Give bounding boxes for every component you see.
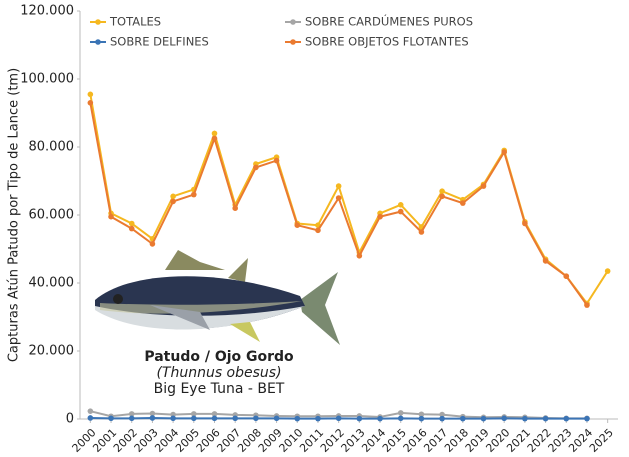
series bbox=[87, 415, 590, 422]
point bbox=[108, 213, 114, 220]
point bbox=[232, 415, 238, 422]
point bbox=[397, 415, 404, 422]
point bbox=[439, 193, 445, 200]
point bbox=[356, 253, 363, 259]
x-tick-label: 2025 bbox=[587, 426, 616, 455]
point bbox=[149, 241, 156, 247]
point bbox=[128, 411, 135, 417]
y-tick-label: 80.000 bbox=[29, 140, 75, 155]
point bbox=[335, 183, 342, 189]
point bbox=[315, 227, 321, 234]
point bbox=[253, 164, 259, 171]
point bbox=[211, 415, 218, 422]
point bbox=[501, 415, 507, 422]
point bbox=[480, 415, 487, 422]
point bbox=[356, 415, 363, 422]
legend-label: SOBRE OBJETOS FLOTANTES bbox=[305, 35, 469, 49]
point bbox=[191, 411, 197, 417]
y-tick-label: 40.000 bbox=[29, 276, 75, 291]
point bbox=[480, 183, 487, 189]
point bbox=[232, 205, 238, 211]
point bbox=[501, 149, 507, 155]
y-tick-label: 0 bbox=[66, 412, 74, 427]
legend-marker bbox=[95, 19, 101, 25]
point bbox=[253, 415, 259, 422]
series bbox=[87, 100, 590, 308]
point bbox=[460, 200, 466, 206]
legend-label: SOBRE CARDÚMENES PUROS bbox=[305, 14, 473, 29]
point bbox=[87, 415, 94, 421]
point bbox=[397, 410, 404, 416]
point bbox=[563, 273, 570, 280]
point bbox=[522, 220, 528, 227]
point bbox=[397, 208, 404, 215]
point bbox=[584, 302, 590, 308]
point bbox=[149, 410, 156, 417]
point bbox=[87, 91, 94, 98]
point bbox=[542, 415, 549, 422]
y-axis-title: Capturas Atún Patudo por Tipo de Lance (… bbox=[7, 68, 22, 362]
point bbox=[315, 415, 321, 422]
legend-marker bbox=[95, 39, 101, 45]
annotation: Patudo / Ojo Gordo bbox=[144, 349, 294, 365]
point bbox=[108, 415, 114, 422]
point bbox=[294, 222, 301, 228]
point bbox=[87, 100, 94, 106]
point bbox=[87, 408, 94, 414]
y-tick-label: 20.000 bbox=[29, 344, 75, 359]
point bbox=[542, 258, 549, 264]
series-line bbox=[89, 94, 609, 306]
y-tick-label: 120.000 bbox=[20, 4, 74, 19]
legend-label: SOBRE DELFINES bbox=[110, 35, 209, 49]
point bbox=[439, 411, 445, 418]
point bbox=[335, 195, 342, 201]
point bbox=[211, 130, 218, 137]
point bbox=[397, 202, 404, 208]
point bbox=[211, 411, 218, 417]
annotation: (Thunnus obesus) bbox=[156, 365, 281, 381]
point bbox=[460, 415, 466, 422]
point bbox=[294, 415, 301, 422]
point bbox=[418, 411, 425, 418]
point bbox=[377, 213, 383, 220]
point bbox=[418, 415, 425, 422]
annotation: Big Eye Tuna - BET bbox=[154, 381, 285, 397]
point bbox=[149, 415, 156, 421]
point bbox=[273, 157, 280, 164]
point bbox=[170, 193, 176, 200]
point bbox=[604, 268, 611, 274]
point bbox=[128, 415, 135, 422]
series-line bbox=[89, 102, 588, 306]
point bbox=[128, 225, 135, 232]
point bbox=[128, 220, 135, 227]
point bbox=[522, 415, 528, 422]
point bbox=[439, 415, 445, 422]
series bbox=[87, 91, 611, 307]
point bbox=[418, 229, 425, 235]
point bbox=[191, 191, 197, 198]
point bbox=[335, 415, 342, 422]
legend-label: TOTALES bbox=[109, 15, 161, 29]
y-tick-label: 60.000 bbox=[29, 208, 75, 223]
point bbox=[211, 135, 218, 142]
point bbox=[170, 415, 176, 422]
legend-marker bbox=[290, 19, 296, 25]
point bbox=[273, 415, 280, 422]
point bbox=[439, 188, 445, 194]
point bbox=[191, 415, 197, 422]
legend-marker bbox=[290, 39, 296, 45]
y-tick-label: 100.000 bbox=[20, 72, 74, 87]
point bbox=[170, 198, 176, 205]
point bbox=[584, 415, 590, 422]
point bbox=[377, 415, 383, 422]
fish-illustration bbox=[95, 250, 340, 345]
point bbox=[563, 415, 570, 422]
